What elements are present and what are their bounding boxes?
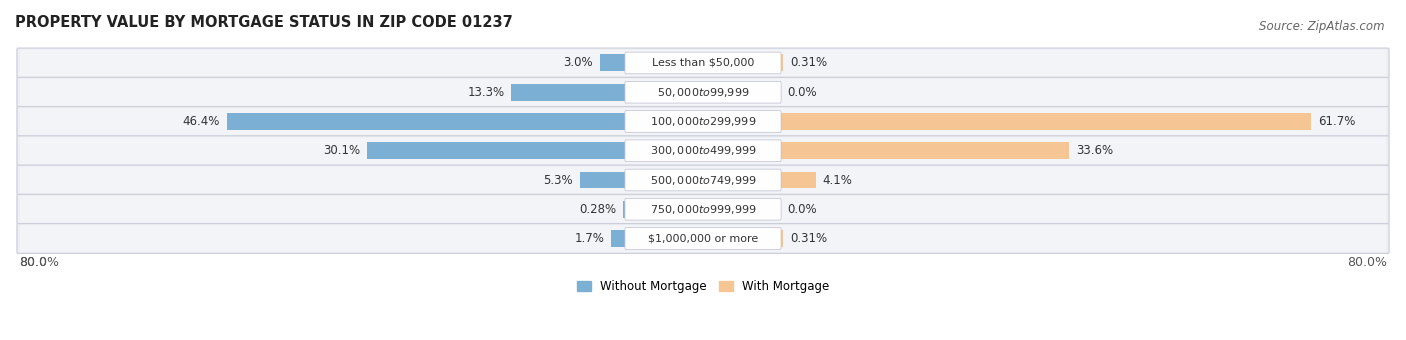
Bar	[226, 113, 626, 130]
Text: $500,000 to $749,999: $500,000 to $749,999	[650, 173, 756, 187]
Text: 0.0%: 0.0%	[787, 86, 817, 99]
Text: 3.0%: 3.0%	[564, 56, 593, 69]
Text: Source: ZipAtlas.com: Source: ZipAtlas.com	[1260, 20, 1385, 33]
FancyBboxPatch shape	[17, 194, 1389, 224]
Bar	[367, 142, 626, 159]
Bar	[512, 84, 626, 101]
Text: 80.0%: 80.0%	[20, 256, 59, 269]
Text: 61.7%: 61.7%	[1317, 115, 1355, 128]
FancyBboxPatch shape	[17, 136, 1389, 166]
Text: 1.7%: 1.7%	[574, 232, 605, 245]
FancyBboxPatch shape	[20, 108, 1386, 135]
FancyBboxPatch shape	[624, 52, 782, 74]
Text: 4.1%: 4.1%	[823, 173, 852, 187]
Text: $300,000 to $499,999: $300,000 to $499,999	[650, 144, 756, 157]
FancyBboxPatch shape	[20, 167, 1386, 193]
FancyBboxPatch shape	[17, 165, 1389, 195]
Bar	[780, 54, 783, 71]
FancyBboxPatch shape	[17, 224, 1389, 253]
Text: 0.0%: 0.0%	[787, 203, 817, 216]
Text: 5.3%: 5.3%	[544, 173, 574, 187]
FancyBboxPatch shape	[17, 77, 1389, 107]
FancyBboxPatch shape	[20, 137, 1386, 164]
Bar	[581, 171, 626, 188]
Text: 0.31%: 0.31%	[790, 56, 827, 69]
Text: 0.31%: 0.31%	[790, 232, 827, 245]
Bar	[623, 201, 626, 218]
Text: 30.1%: 30.1%	[323, 144, 360, 157]
Bar	[780, 142, 1070, 159]
FancyBboxPatch shape	[624, 110, 782, 132]
Bar	[780, 113, 1310, 130]
FancyBboxPatch shape	[17, 106, 1389, 136]
Text: Less than $50,000: Less than $50,000	[652, 58, 754, 68]
Bar	[600, 54, 626, 71]
Text: $100,000 to $299,999: $100,000 to $299,999	[650, 115, 756, 128]
FancyBboxPatch shape	[624, 169, 782, 191]
FancyBboxPatch shape	[624, 81, 782, 103]
FancyBboxPatch shape	[624, 199, 782, 220]
Text: 13.3%: 13.3%	[467, 86, 505, 99]
Text: $1,000,000 or more: $1,000,000 or more	[648, 234, 758, 243]
Text: 0.28%: 0.28%	[579, 203, 616, 216]
FancyBboxPatch shape	[20, 50, 1386, 76]
FancyBboxPatch shape	[20, 225, 1386, 252]
FancyBboxPatch shape	[624, 228, 782, 249]
Text: 80.0: 80.0	[20, 256, 48, 269]
Text: $750,000 to $999,999: $750,000 to $999,999	[650, 203, 756, 216]
Text: $50,000 to $99,999: $50,000 to $99,999	[657, 86, 749, 99]
Text: 80.0%: 80.0%	[1347, 256, 1386, 269]
FancyBboxPatch shape	[20, 79, 1386, 106]
Text: PROPERTY VALUE BY MORTGAGE STATUS IN ZIP CODE 01237: PROPERTY VALUE BY MORTGAGE STATUS IN ZIP…	[15, 15, 513, 30]
FancyBboxPatch shape	[624, 140, 782, 162]
Text: 33.6%: 33.6%	[1076, 144, 1114, 157]
Legend: Without Mortgage, With Mortgage: Without Mortgage, With Mortgage	[572, 276, 834, 298]
Bar	[780, 171, 815, 188]
Text: 46.4%: 46.4%	[183, 115, 219, 128]
Bar	[780, 230, 783, 247]
FancyBboxPatch shape	[20, 196, 1386, 223]
Bar	[612, 230, 626, 247]
FancyBboxPatch shape	[17, 48, 1389, 78]
